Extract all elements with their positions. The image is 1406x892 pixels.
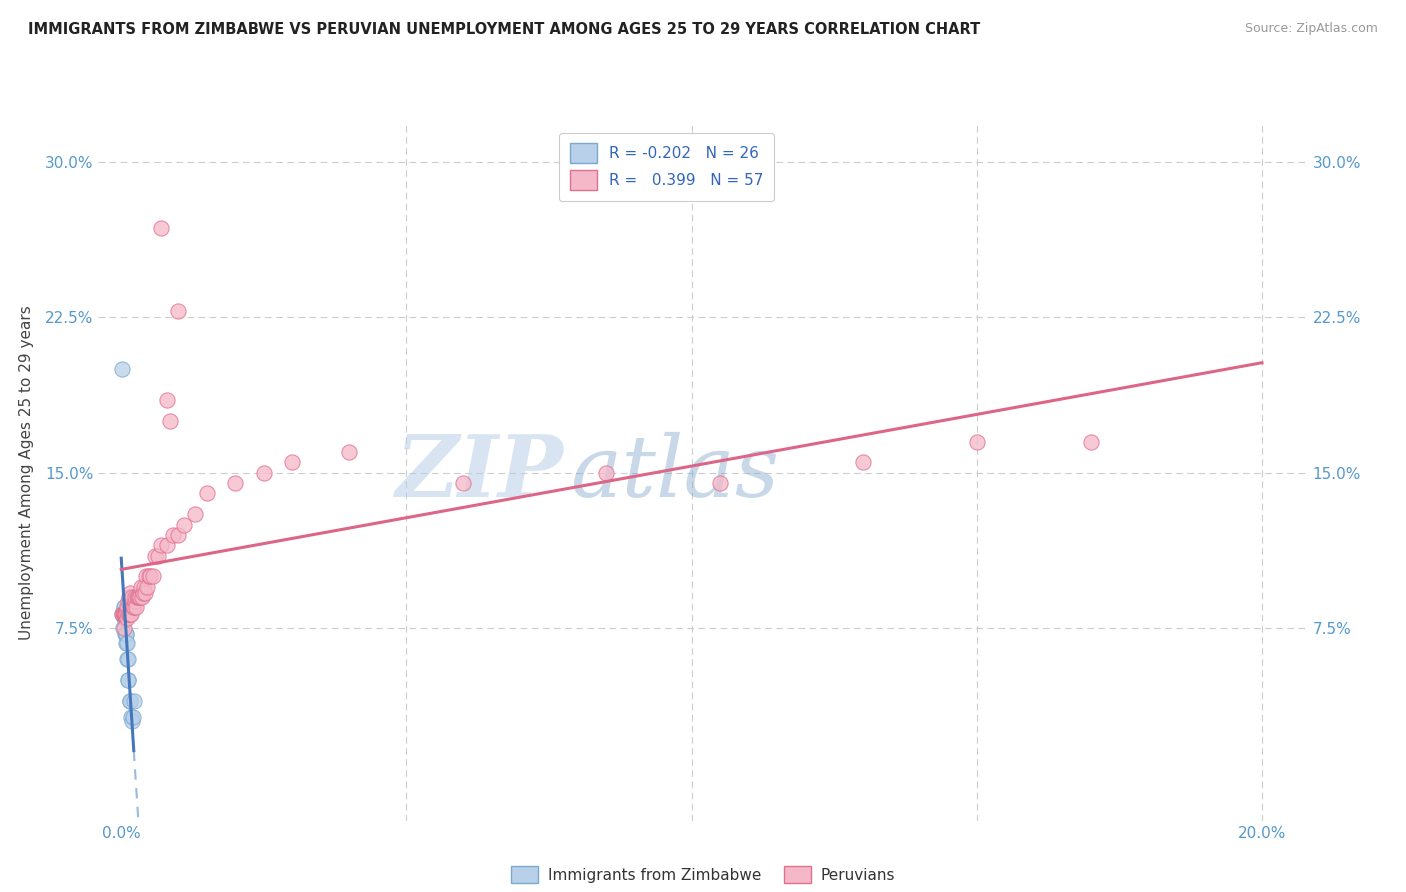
Point (132, 580, 155, 594)
Point (112, 600, 135, 615)
Point (127, 590, 149, 604)
Point (114, 607, 136, 621)
Point (112, 600, 135, 615)
Point (114, 607, 136, 621)
Point (709, 476, 731, 491)
Point (135, 569, 157, 583)
Point (138, 569, 160, 583)
Point (115, 611, 138, 625)
Point (120, 607, 142, 621)
Point (224, 476, 246, 491)
Point (111, 607, 134, 621)
Point (167, 528, 190, 542)
Point (184, 507, 207, 521)
Point (111, 621, 134, 635)
Point (129, 580, 152, 594)
Point (142, 569, 165, 583)
Point (124, 594, 146, 608)
Point (111, 362, 134, 376)
Point (115, 652, 138, 666)
Point (195, 486, 218, 500)
Point (118, 590, 141, 604)
Point (117, 673, 139, 687)
Point (114, 607, 136, 621)
Point (121, 590, 143, 604)
Point (112, 607, 135, 621)
Point (128, 590, 150, 604)
Point (1080, 434, 1102, 449)
Point (114, 627, 136, 641)
Point (120, 693, 142, 707)
Point (156, 393, 179, 408)
Point (162, 528, 184, 542)
Y-axis label: Unemployment Among Ages 25 to 29 years: Unemployment Among Ages 25 to 29 years (18, 305, 34, 640)
Point (139, 569, 162, 583)
Point (131, 590, 153, 604)
Text: atlas: atlas (569, 432, 779, 514)
Point (120, 710, 142, 724)
Point (124, 590, 146, 604)
Point (337, 445, 360, 459)
Point (118, 693, 141, 707)
Point (115, 635, 138, 649)
Point (115, 607, 138, 621)
Point (150, 221, 173, 235)
Point (121, 710, 143, 724)
Point (127, 590, 149, 604)
Point (111, 607, 134, 621)
Point (595, 466, 617, 480)
Point (111, 607, 134, 621)
Point (117, 594, 139, 608)
Point (112, 607, 135, 621)
Point (118, 607, 141, 621)
Point (156, 538, 179, 552)
Point (114, 607, 136, 621)
Point (148, 549, 170, 563)
Point (136, 580, 159, 594)
Point (132, 586, 155, 600)
Legend: Immigrants from Zimbabwe, Peruvians: Immigrants from Zimbabwe, Peruvians (505, 860, 901, 889)
Point (115, 627, 138, 641)
Text: ZIP: ZIP (396, 431, 564, 515)
Point (453, 476, 475, 491)
Point (114, 611, 136, 625)
Point (281, 455, 304, 469)
Point (111, 607, 134, 621)
Point (159, 414, 181, 428)
Point (120, 586, 142, 600)
Point (114, 627, 136, 641)
Point (112, 621, 135, 635)
Point (852, 455, 875, 469)
Point (122, 693, 145, 707)
Point (117, 673, 139, 687)
Point (966, 434, 988, 449)
Point (118, 607, 141, 621)
Point (129, 590, 152, 604)
Point (167, 304, 190, 318)
Point (121, 714, 143, 729)
Point (134, 586, 156, 600)
Point (145, 549, 167, 563)
Point (114, 607, 136, 621)
Point (150, 538, 173, 552)
Point (112, 607, 135, 621)
Point (112, 611, 135, 625)
Point (114, 635, 136, 649)
Point (115, 600, 138, 615)
Point (173, 517, 195, 532)
Point (122, 600, 145, 615)
Point (253, 466, 276, 480)
Text: IMMIGRANTS FROM ZIMBABWE VS PERUVIAN UNEMPLOYMENT AMONG AGES 25 TO 29 YEARS CORR: IMMIGRANTS FROM ZIMBABWE VS PERUVIAN UNE… (28, 22, 980, 37)
Point (117, 607, 139, 621)
Point (121, 600, 143, 615)
Text: Source: ZipAtlas.com: Source: ZipAtlas.com (1244, 22, 1378, 36)
Point (117, 652, 139, 666)
Point (125, 600, 148, 615)
